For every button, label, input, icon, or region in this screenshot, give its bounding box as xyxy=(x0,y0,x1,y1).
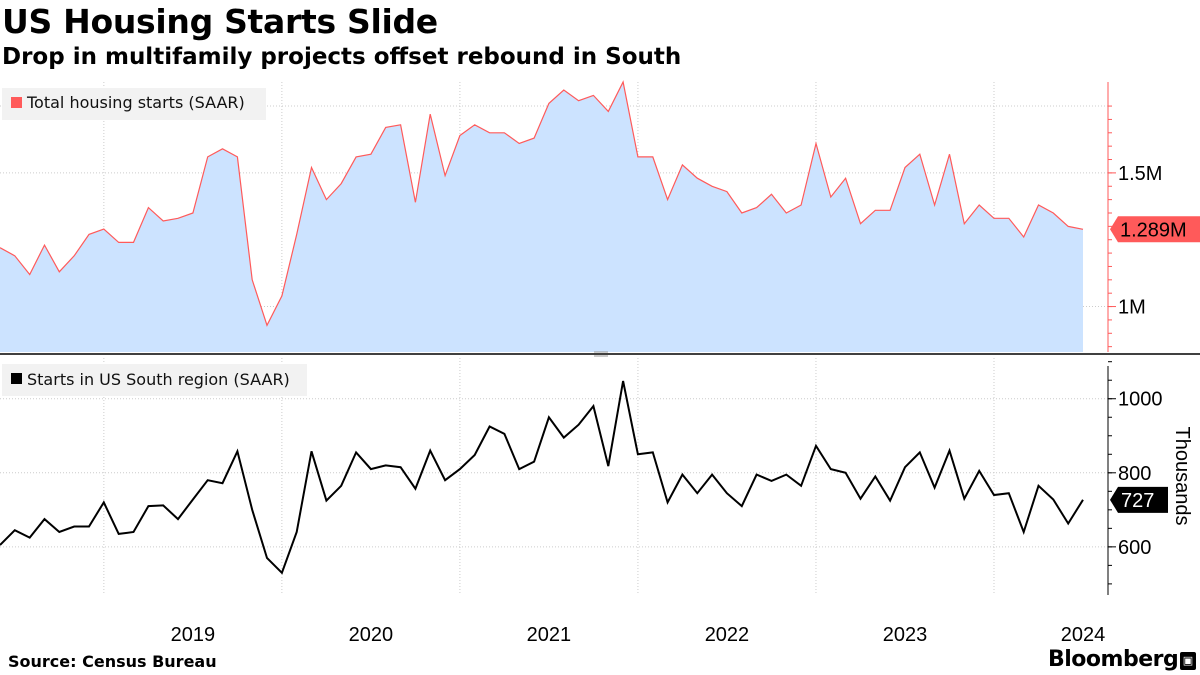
bottom-y-tick-label: 600 xyxy=(1118,537,1151,559)
top-last-value-label: 1.289M xyxy=(1120,219,1187,241)
top-panel-axis: 1M 1.5M 1.289M xyxy=(1107,82,1200,352)
top-legend-label: Total housing starts (SAAR) xyxy=(26,93,245,112)
chart-title: US Housing Starts Slide xyxy=(2,2,438,41)
top-legend-swatch xyxy=(11,97,22,108)
y-axis-label-thousands: Thousands xyxy=(1171,427,1193,526)
bloomberg-terminal-icon: ▣ xyxy=(1180,652,1196,670)
south-starts-line xyxy=(0,380,1084,575)
x-tick-label-2020: 2020 xyxy=(349,624,394,646)
top-last-value-badge xyxy=(1110,216,1200,243)
chart-subtitle: Drop in multifamily projects offset rebo… xyxy=(2,44,682,70)
total-starts-area xyxy=(0,82,1083,352)
top-y-tick-label: 1M xyxy=(1118,297,1146,319)
bottom-legend-box xyxy=(2,364,307,396)
bottom-panel-axis: 600 800 1000 727 xyxy=(1107,361,1168,595)
total-starts-line xyxy=(0,80,1084,327)
x-tick-label-2022: 2022 xyxy=(705,624,750,646)
x-tick-label-2021: 2021 xyxy=(527,624,572,646)
top-y-tick-label: 1.5M xyxy=(1118,163,1162,185)
bottom-legend-label: Starts in US South region (SAAR) xyxy=(27,370,290,389)
top-legend-box xyxy=(2,88,266,120)
x-tick-label-2023: 2023 xyxy=(883,624,928,646)
bottom-last-value-label: 727 xyxy=(1121,490,1154,512)
bottom-last-value-badge xyxy=(1110,486,1168,513)
bloomberg-logo: Bloomberg xyxy=(1048,647,1179,672)
x-axis-labels: 2019 2020 2021 2022 2023 2024 xyxy=(171,624,1106,646)
x-tick-label-2024: 2024 xyxy=(1061,624,1106,646)
source-note: Source: Census Bureau xyxy=(8,652,217,671)
bottom-y-tick-label: 800 xyxy=(1118,463,1151,485)
bottom-y-tick-label: 1000 xyxy=(1118,389,1163,411)
x-tick-label-2019: 2019 xyxy=(171,624,216,646)
bottom-legend-swatch xyxy=(11,373,22,384)
bottom-panel-grid xyxy=(0,358,1108,595)
